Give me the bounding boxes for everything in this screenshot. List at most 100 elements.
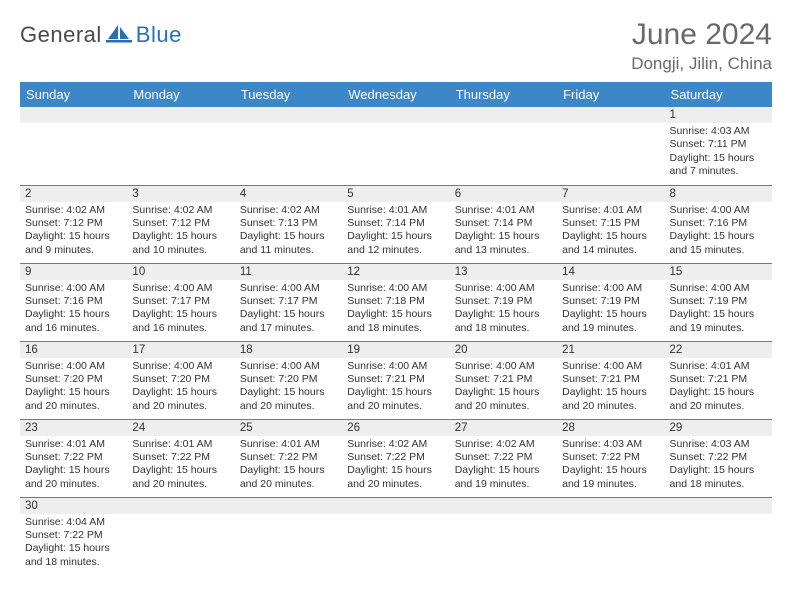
day-details: Sunrise: 4:00 AMSunset: 7:20 PMDaylight:… [127, 358, 234, 418]
weekday-header: Monday [127, 82, 234, 107]
day-number: 30 [20, 498, 127, 514]
day-number: 19 [342, 342, 449, 358]
day-details: Sunrise: 4:03 AMSunset: 7:22 PMDaylight:… [557, 436, 664, 496]
calendar-cell [127, 497, 234, 575]
calendar-cell [557, 107, 664, 185]
calendar-cell [235, 107, 342, 185]
daynum-empty [342, 107, 449, 123]
day-number: 15 [665, 264, 772, 280]
day-details: Sunrise: 4:00 AMSunset: 7:16 PMDaylight:… [665, 202, 772, 262]
calendar-cell [557, 497, 664, 575]
calendar-cell [235, 497, 342, 575]
day-details: Sunrise: 4:00 AMSunset: 7:21 PMDaylight:… [450, 358, 557, 418]
daynum-empty [557, 107, 664, 123]
day-details: Sunrise: 4:02 AMSunset: 7:12 PMDaylight:… [127, 202, 234, 262]
day-details: Sunrise: 4:03 AMSunset: 7:11 PMDaylight:… [665, 123, 772, 183]
day-number: 8 [665, 186, 772, 202]
daynum-empty [235, 498, 342, 514]
calendar-table: SundayMondayTuesdayWednesdayThursdayFrid… [20, 82, 772, 575]
calendar-cell: 27Sunrise: 4:02 AMSunset: 7:22 PMDayligh… [450, 419, 557, 497]
day-number: 17 [127, 342, 234, 358]
calendar-cell: 30Sunrise: 4:04 AMSunset: 7:22 PMDayligh… [20, 497, 127, 575]
weekday-header: Saturday [665, 82, 772, 107]
calendar-cell: 20Sunrise: 4:00 AMSunset: 7:21 PMDayligh… [450, 341, 557, 419]
location-text: Dongji, Jilin, China [631, 54, 772, 74]
day-number: 20 [450, 342, 557, 358]
day-details: Sunrise: 4:01 AMSunset: 7:14 PMDaylight:… [450, 202, 557, 262]
day-details: Sunrise: 4:01 AMSunset: 7:22 PMDaylight:… [127, 436, 234, 496]
calendar-cell: 16Sunrise: 4:00 AMSunset: 7:20 PMDayligh… [20, 341, 127, 419]
daynum-empty [235, 107, 342, 123]
calendar-cell [127, 107, 234, 185]
calendar-row: 9Sunrise: 4:00 AMSunset: 7:16 PMDaylight… [20, 263, 772, 341]
day-number: 14 [557, 264, 664, 280]
logo-text-general: General [20, 22, 102, 48]
day-details: Sunrise: 4:02 AMSunset: 7:13 PMDaylight:… [235, 202, 342, 262]
day-number: 24 [127, 420, 234, 436]
calendar-cell: 15Sunrise: 4:00 AMSunset: 7:19 PMDayligh… [665, 263, 772, 341]
header: General Blue June 2024 Dongji, Jilin, Ch… [20, 18, 772, 74]
calendar-cell: 19Sunrise: 4:00 AMSunset: 7:21 PMDayligh… [342, 341, 449, 419]
day-number: 6 [450, 186, 557, 202]
day-number: 5 [342, 186, 449, 202]
day-number: 7 [557, 186, 664, 202]
daynum-empty [557, 498, 664, 514]
daynum-empty [665, 498, 772, 514]
title-block: June 2024 Dongji, Jilin, China [631, 18, 772, 74]
calendar-body: 1Sunrise: 4:03 AMSunset: 7:11 PMDaylight… [20, 107, 772, 575]
calendar-cell: 22Sunrise: 4:01 AMSunset: 7:21 PMDayligh… [665, 341, 772, 419]
day-details: Sunrise: 4:01 AMSunset: 7:21 PMDaylight:… [665, 358, 772, 418]
day-details: Sunrise: 4:02 AMSunset: 7:22 PMDaylight:… [450, 436, 557, 496]
day-number: 16 [20, 342, 127, 358]
daynum-empty [20, 107, 127, 123]
calendar-cell: 2Sunrise: 4:02 AMSunset: 7:12 PMDaylight… [20, 185, 127, 263]
calendar-cell: 4Sunrise: 4:02 AMSunset: 7:13 PMDaylight… [235, 185, 342, 263]
calendar-cell: 26Sunrise: 4:02 AMSunset: 7:22 PMDayligh… [342, 419, 449, 497]
day-number: 9 [20, 264, 127, 280]
daynum-empty [342, 498, 449, 514]
day-details: Sunrise: 4:00 AMSunset: 7:17 PMDaylight:… [127, 280, 234, 340]
day-details: Sunrise: 4:00 AMSunset: 7:17 PMDaylight:… [235, 280, 342, 340]
calendar-cell: 12Sunrise: 4:00 AMSunset: 7:18 PMDayligh… [342, 263, 449, 341]
day-details: Sunrise: 4:00 AMSunset: 7:20 PMDaylight:… [235, 358, 342, 418]
weekday-header-row: SundayMondayTuesdayWednesdayThursdayFrid… [20, 82, 772, 107]
calendar-cell: 28Sunrise: 4:03 AMSunset: 7:22 PMDayligh… [557, 419, 664, 497]
daynum-empty [127, 498, 234, 514]
weekday-header: Tuesday [235, 82, 342, 107]
day-number: 29 [665, 420, 772, 436]
day-number: 23 [20, 420, 127, 436]
calendar-cell [342, 107, 449, 185]
day-details: Sunrise: 4:00 AMSunset: 7:19 PMDaylight:… [557, 280, 664, 340]
calendar-cell: 3Sunrise: 4:02 AMSunset: 7:12 PMDaylight… [127, 185, 234, 263]
weekday-header: Thursday [450, 82, 557, 107]
day-number: 18 [235, 342, 342, 358]
calendar-cell: 14Sunrise: 4:00 AMSunset: 7:19 PMDayligh… [557, 263, 664, 341]
day-details: Sunrise: 4:00 AMSunset: 7:21 PMDaylight:… [557, 358, 664, 418]
calendar-cell [450, 107, 557, 185]
day-number: 11 [235, 264, 342, 280]
calendar-cell [342, 497, 449, 575]
day-number: 10 [127, 264, 234, 280]
day-number: 21 [557, 342, 664, 358]
calendar-cell: 21Sunrise: 4:00 AMSunset: 7:21 PMDayligh… [557, 341, 664, 419]
day-details: Sunrise: 4:02 AMSunset: 7:22 PMDaylight:… [342, 436, 449, 496]
day-details: Sunrise: 4:01 AMSunset: 7:22 PMDaylight:… [20, 436, 127, 496]
weekday-header: Sunday [20, 82, 127, 107]
day-details: Sunrise: 4:00 AMSunset: 7:18 PMDaylight:… [342, 280, 449, 340]
calendar-cell: 29Sunrise: 4:03 AMSunset: 7:22 PMDayligh… [665, 419, 772, 497]
day-number: 28 [557, 420, 664, 436]
day-number: 1 [665, 107, 772, 123]
calendar-cell: 17Sunrise: 4:00 AMSunset: 7:20 PMDayligh… [127, 341, 234, 419]
calendar-cell: 24Sunrise: 4:01 AMSunset: 7:22 PMDayligh… [127, 419, 234, 497]
calendar-cell: 11Sunrise: 4:00 AMSunset: 7:17 PMDayligh… [235, 263, 342, 341]
calendar-row: 23Sunrise: 4:01 AMSunset: 7:22 PMDayligh… [20, 419, 772, 497]
day-details: Sunrise: 4:01 AMSunset: 7:22 PMDaylight:… [235, 436, 342, 496]
calendar-row: 2Sunrise: 4:02 AMSunset: 7:12 PMDaylight… [20, 185, 772, 263]
month-title: June 2024 [631, 18, 772, 52]
calendar-cell [450, 497, 557, 575]
daynum-empty [450, 107, 557, 123]
calendar-cell [20, 107, 127, 185]
day-details: Sunrise: 4:01 AMSunset: 7:15 PMDaylight:… [557, 202, 664, 262]
calendar-cell: 5Sunrise: 4:01 AMSunset: 7:14 PMDaylight… [342, 185, 449, 263]
day-details: Sunrise: 4:00 AMSunset: 7:16 PMDaylight:… [20, 280, 127, 340]
